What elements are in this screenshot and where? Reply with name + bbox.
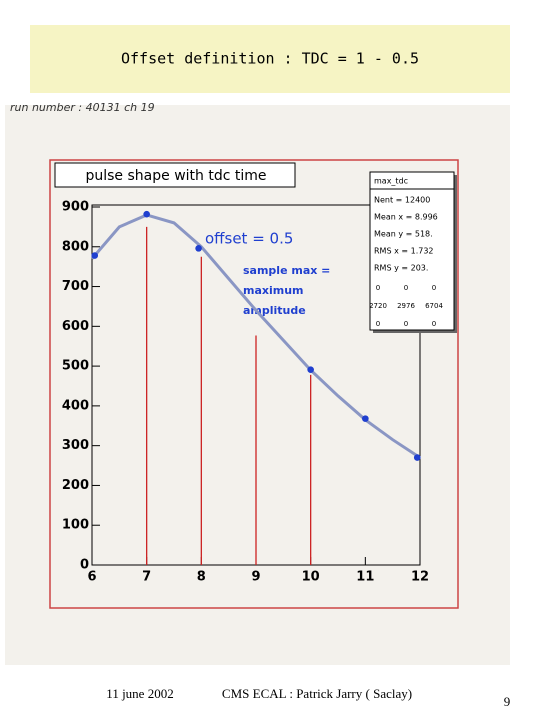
footer-text: CMS ECAL : Patrick Jarry ( Saclay) (222, 686, 412, 701)
x-tick-label: 9 (251, 570, 260, 585)
data-point (91, 252, 99, 259)
title-box (30, 25, 510, 93)
y-tick-label: 500 (62, 359, 89, 374)
y-tick-label: 600 (62, 319, 89, 334)
annotation: maximum (243, 284, 304, 297)
data-point (307, 366, 314, 373)
stats-cell: 0 (432, 320, 436, 328)
data-point (362, 415, 369, 422)
footer-date: 11 june 2002 (106, 686, 173, 701)
stats-line: RMS x = 1.732 (374, 247, 434, 256)
stats-line: RMS y = 203. (374, 264, 428, 273)
annotation: sample max = (243, 264, 330, 277)
stats-line: Nent = 12400 (374, 196, 430, 205)
page-number: 9 (504, 694, 511, 709)
stats-cell: 0 (404, 320, 408, 328)
pad-frame (49, 159, 459, 609)
stats-line: Mean y = 518. (374, 230, 433, 239)
stats-cell: 0 (376, 320, 380, 328)
y-tick-label: 900 (62, 199, 89, 214)
stats-box (369, 171, 455, 331)
x-tick-label: 10 (302, 570, 320, 585)
stats-title: max_tdc (374, 177, 408, 186)
slide-title: Offset definition : TDC = 1 - 0.5 (121, 50, 419, 68)
data-point (413, 454, 421, 461)
data-point (143, 210, 150, 218)
stats-cell: 0 (404, 284, 408, 292)
stats-cell: 0 (432, 284, 436, 292)
stats-line: Mean x = 8.996 (374, 213, 438, 222)
x-tick-label: 7 (142, 570, 151, 585)
y-tick-label: 700 (62, 279, 89, 294)
x-tick-label: 8 (197, 570, 206, 585)
x-tick-label: 11 (356, 570, 374, 585)
stats-cell: 2720 (369, 302, 387, 310)
y-tick-label: 0 (80, 558, 89, 573)
stats-cell: 6704 (425, 302, 443, 310)
data-point (195, 245, 202, 252)
annotation: offset = 0.5 (205, 230, 293, 248)
plot-title: pulse shape with tdc time (85, 168, 266, 184)
x-tick-label: 6 (87, 570, 96, 585)
y-tick-label: 100 (62, 518, 89, 533)
stats-cell: 2976 (397, 302, 415, 310)
y-tick-label: 800 (62, 239, 89, 254)
run-header: run number : 40131 ch 19 (10, 101, 155, 114)
x-tick-label: 12 (411, 570, 429, 585)
y-tick-label: 400 (62, 398, 89, 413)
y-tick-label: 300 (62, 438, 89, 453)
stats-cell: 0 (376, 284, 380, 292)
plot-title-box (54, 162, 296, 188)
y-tick-label: 200 (62, 478, 89, 493)
